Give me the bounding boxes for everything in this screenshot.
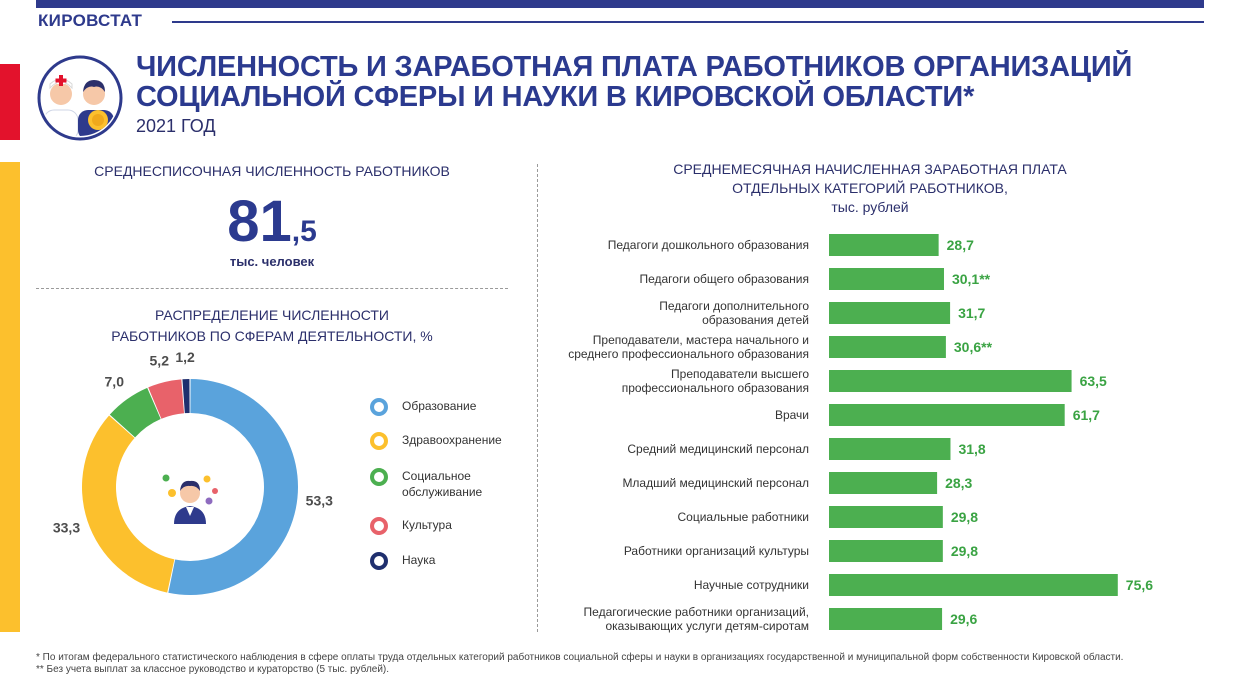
donut-value-label: 53,3 [306, 492, 333, 508]
salary-value-label: 28,3 [945, 475, 972, 491]
salary-bar [829, 302, 951, 324]
salary-category-label: Педагоги общего образования [639, 272, 809, 286]
legend-item: Образование [370, 398, 476, 416]
salary-bar [829, 370, 1072, 392]
title-line-2: СОЦИАЛЬНОЙ СФЕРЫ И НАУКИ В КИРОВСКОЙ ОБЛ… [136, 81, 975, 113]
salary-value-label: 31,7 [958, 305, 985, 321]
donut-value-label: 7,0 [105, 373, 125, 389]
salary-category-label: среднего профессионального образования [568, 347, 809, 361]
red-accent-strip [0, 64, 20, 140]
distribution-heading: РАСПРЕДЕЛЕНИЕ ЧИСЛЕННОСТИ РАБОТНИКОВ ПО … [36, 305, 508, 347]
salary-bar [829, 234, 939, 256]
legend-swatch [370, 432, 388, 450]
salary-category-label: образования детей [702, 313, 809, 327]
donut-value-label: 33,3 [53, 520, 80, 536]
headcount-value-int: 81 [227, 189, 292, 254]
medical-staff-icon [37, 55, 123, 141]
salary-category-label: оказывающих услуги детям-сиротам [605, 619, 809, 633]
salary-value-label: 29,8 [951, 509, 978, 525]
distribution-donut-chart: 53,3 33,3 7,0 5,2 1,2 [53, 350, 333, 595]
donut-value-label: 1,2 [175, 350, 195, 365]
salary-category-label: Педагоги дошкольного образования [608, 238, 809, 252]
headcount-unit: тыс. человек [229, 254, 315, 269]
salary-value-label: 31,8 [958, 441, 985, 457]
legend-label: Наука [402, 553, 436, 567]
title-line-1: ЧИСЛЕННОСТЬ И ЗАРАБОТНАЯ ПЛАТА РАБОТНИКО… [136, 51, 1133, 83]
salary-category-label: Педагоги дополнительного [659, 299, 809, 313]
salary-category-label: Преподаватели высшего [671, 367, 809, 381]
salary-heading: СРЕДНЕМЕСЯЧНАЯ НАЧИСЛЕННАЯ ЗАРАБОТНАЯ ПЛ… [580, 160, 1160, 217]
salary-value-label: 28,7 [947, 237, 974, 253]
legend-label: Образование [402, 399, 477, 413]
yellow-accent-strip [0, 162, 20, 632]
salary-bar [829, 608, 943, 630]
salary-category-label: Научные сотрудники [694, 578, 809, 592]
distribution-heading-line-1: РАСПРЕДЕЛЕНИЕ ЧИСЛЕННОСТИ [155, 307, 389, 323]
donut-value-label: 5,2 [150, 353, 170, 369]
headcount-value-frac: ,5 [291, 215, 317, 248]
section-divider [36, 288, 508, 289]
salary-category-label: Работники организаций культуры [624, 544, 809, 558]
donut-slice [182, 379, 190, 414]
salary-category-label: Социальные работники [677, 510, 809, 524]
salary-category-label: Преподаватели, мастера начального и [593, 333, 809, 347]
footnotes: * По итогам федерального статистического… [36, 652, 1216, 676]
salary-bar [829, 336, 946, 358]
brand-underline [172, 21, 1204, 23]
legend-swatch [370, 552, 388, 570]
footnote-2: ** Без учета выплат за классное руководс… [36, 664, 390, 675]
year-label: 2021 ГОД [136, 116, 216, 136]
salary-category-label: профессионального образования [622, 381, 809, 395]
salary-heading-line-2: ОТДЕЛЬНЫХ КАТЕГОРИЙ РАБОТНИКОВ, [732, 180, 1008, 196]
legend-item: Культура [370, 517, 452, 535]
salary-bar [829, 472, 938, 494]
legend-label: Культура [402, 518, 452, 532]
salary-bar [829, 404, 1065, 426]
salary-value-label: 30,1** [952, 271, 991, 287]
salary-bar [829, 438, 951, 460]
salary-value-label: 29,6 [950, 611, 977, 627]
legend-label: Социальное обслуживание [402, 469, 483, 499]
distribution-heading-line-2: РАБОТНИКОВ ПО СФЕРАМ ДЕЯТЕЛЬНОСТИ, % [111, 328, 433, 344]
donut-slice [168, 379, 299, 595]
salary-heading-line-3: тыс. рублей [831, 199, 909, 215]
legend-item: Социальное обслуживание [370, 468, 482, 500]
legend-swatch [370, 468, 388, 486]
legend-swatch [370, 517, 388, 535]
legend-swatch [370, 398, 388, 416]
footnote-1: * По итогам федерального статистического… [36, 652, 1124, 663]
brand-name: КИРОВСТАТ [38, 11, 143, 30]
salary-value-label: 29,8 [951, 543, 978, 559]
salary-value-label: 75,6 [1126, 577, 1153, 593]
donut-slice [109, 387, 161, 438]
page-title: ЧИСЛЕННОСТЬ И ЗАРАБОТНАЯ ПЛАТА РАБОТНИКО… [136, 52, 1226, 112]
vertical-divider [537, 164, 538, 632]
salary-value-label: 61,7 [1073, 407, 1100, 423]
donut-slice [148, 379, 185, 419]
teacher-icon [162, 474, 218, 524]
salary-value-label: 63,5 [1080, 373, 1107, 389]
salary-bar [829, 268, 944, 290]
top-bar [36, 0, 1204, 8]
salary-category-label: Врачи [775, 408, 809, 422]
salary-category-label: Средний медицинский персонал [627, 442, 809, 456]
salary-bar-chart: 28,7 Педагоги дошкольного образования 30,1… [568, 234, 1153, 633]
headcount-heading: СРЕДНЕСПИСОЧНАЯ ЧИСЛЕННОСТЬ РАБОТНИКОВ [94, 163, 450, 179]
salary-bar [829, 540, 943, 562]
legend-label: Здравоохранение [402, 433, 502, 447]
salary-category-label: Младший медицинский персонал [622, 476, 809, 490]
salary-heading-line-1: СРЕДНЕМЕСЯЧНАЯ НАЧИСЛЕННАЯ ЗАРАБОТНАЯ ПЛ… [673, 161, 1067, 177]
salary-bar [829, 574, 1118, 596]
salary-category-label: Педагогические работники организаций, [584, 605, 809, 619]
legend-item: Здравоохранение [370, 432, 502, 450]
donut-slice [82, 415, 175, 593]
headcount-value: 81,5 [36, 188, 508, 255]
salary-value-label: 30,6** [954, 339, 993, 355]
legend-item: Наука [370, 552, 435, 570]
salary-bar [829, 506, 943, 528]
